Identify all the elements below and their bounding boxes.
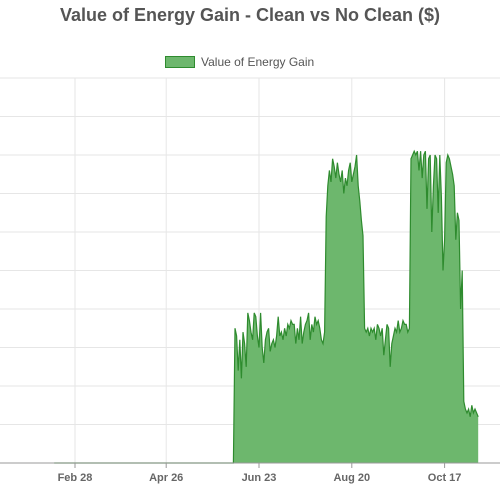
axis-layer: Feb 28 Apr 26 Jun 23 Aug 20 Oct 17 [0, 462, 500, 484]
series-area [54, 151, 479, 463]
legend[interactable]: Value of Energy Gain [165, 55, 314, 69]
x-tick-label: Apr 26 [149, 472, 183, 484]
x-tick-label: Aug 20 [333, 472, 370, 484]
x-tick-label: Feb 28 [58, 472, 93, 484]
x-tick-label: Oct 17 [428, 472, 462, 484]
x-tick-label: Jun 23 [242, 472, 277, 484]
legend-swatch [165, 56, 195, 68]
legend-label: Value of Energy Gain [201, 55, 315, 69]
chart-title: Value of Energy Gain - Clean vs No Clean… [59, 5, 441, 25]
area-layer [54, 149, 479, 464]
